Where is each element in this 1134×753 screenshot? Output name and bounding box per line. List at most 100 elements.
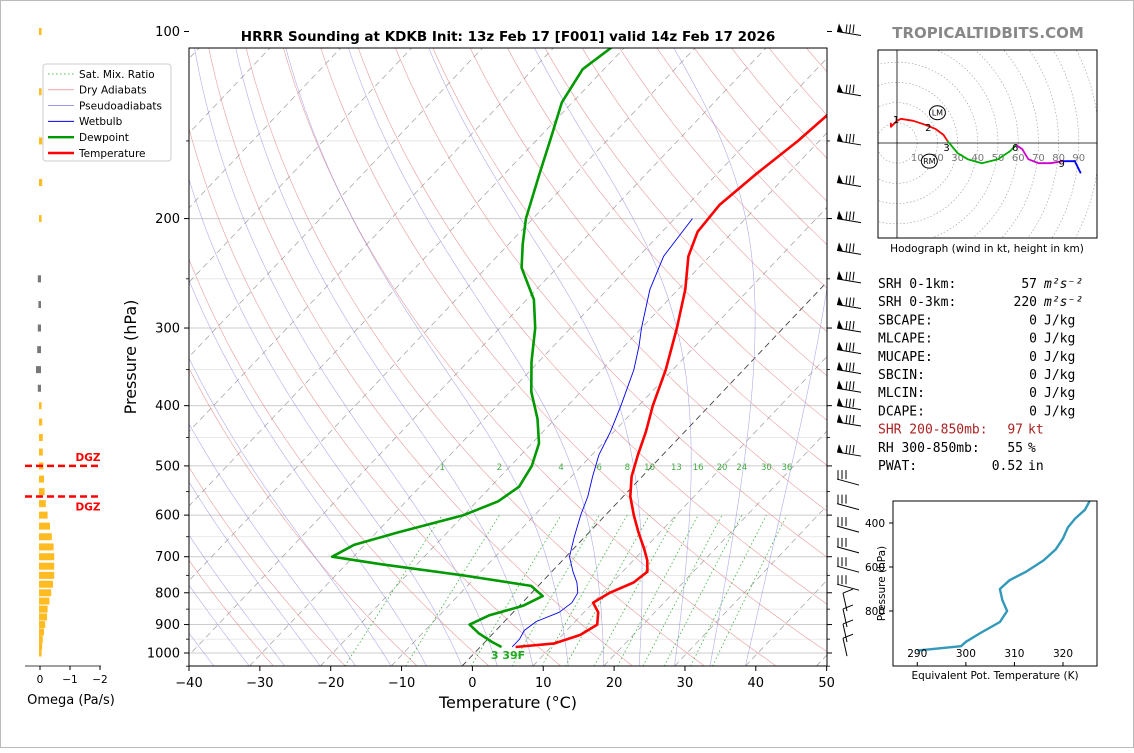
mixing-ratio-line xyxy=(643,515,722,666)
mixing-ratio-line xyxy=(594,515,676,666)
pseudoadiabat-line xyxy=(745,45,839,667)
index-label: MLCIN: xyxy=(878,386,925,401)
pseudoadiabat-line xyxy=(159,45,462,667)
x-tick-label: 30 xyxy=(677,676,694,691)
omega-bar xyxy=(39,533,52,540)
omega-x-tick-label: −1 xyxy=(62,674,77,686)
y-tick-label: 600 xyxy=(155,509,180,524)
index-unit: kt xyxy=(1028,423,1044,438)
hodograph-ring-label: 90 xyxy=(1072,153,1085,164)
index-unit: J/kg xyxy=(1044,350,1075,365)
omega-bar xyxy=(39,613,47,620)
omega-bar xyxy=(39,643,42,650)
dgz-label: DGZ xyxy=(76,452,101,464)
omega-bar xyxy=(39,28,42,35)
wind-barb-icon xyxy=(837,175,861,187)
pseudoadiabat-line xyxy=(427,45,642,667)
omega-bar xyxy=(37,346,41,353)
isotherm-line xyxy=(320,32,923,667)
legend-item-label: Temperature xyxy=(78,148,146,160)
wind-barb-icon xyxy=(843,620,853,642)
omega-bar xyxy=(39,512,48,519)
index-unit: J/kg xyxy=(1044,404,1075,419)
hodograph-caption: Hodograph (wind in kt, height in km) xyxy=(890,243,1084,255)
omega-bar xyxy=(39,500,46,507)
wind-barbs xyxy=(837,24,861,657)
wind-barb-icon xyxy=(837,470,859,485)
index-unit: m²s⁻² xyxy=(1043,295,1083,310)
index-value: 55 xyxy=(1007,441,1023,456)
omega-bar xyxy=(38,385,41,392)
y-tick-label: 800 xyxy=(155,586,180,601)
legend-item-label: Sat. Mix. Ratio xyxy=(79,69,155,81)
wind-barb-icon xyxy=(843,634,853,656)
index-value: 57 xyxy=(1021,277,1037,292)
x-tick-label: 50 xyxy=(818,676,835,691)
wind-barb-icon xyxy=(837,320,861,332)
index-label: PWAT: xyxy=(878,459,917,474)
mixing-ratio-line xyxy=(406,515,500,666)
omega-bar xyxy=(36,366,41,373)
x-tick-label: −40 xyxy=(175,676,202,691)
omega-bar xyxy=(39,553,54,560)
mixing-ratio-label: 24 xyxy=(736,463,747,473)
wind-barb-icon xyxy=(837,24,861,36)
wind-barb-icon xyxy=(843,589,853,611)
omega-bar xyxy=(39,449,43,456)
mixing-ratio-label: 6 xyxy=(597,463,602,473)
mixing-ratio-label: 10 xyxy=(644,463,655,473)
y-tick-label: 300 xyxy=(155,322,180,337)
x-tick-label: 0 xyxy=(468,676,476,691)
index-unit: J/kg xyxy=(1044,386,1075,401)
mixing-ratio-label: 30 xyxy=(761,463,772,473)
index-label: SHR 200-850mb: xyxy=(878,423,988,438)
omega-bar xyxy=(38,275,41,282)
omega-bar xyxy=(39,650,42,657)
x-tick-label: 20 xyxy=(606,676,623,691)
omega-bar xyxy=(39,589,51,596)
isotherm-line xyxy=(179,32,782,667)
y-tick-label: 500 xyxy=(155,459,180,474)
surface-temp-label: 3 39F xyxy=(491,649,525,662)
theta-y-axis-label: Pressure (hPa) xyxy=(876,546,888,621)
dry-adiabat-line xyxy=(279,32,777,667)
index-value: 0 xyxy=(1029,313,1037,328)
wind-barb-icon xyxy=(837,575,859,590)
temperature-line xyxy=(516,32,924,648)
index-label: SBCAPE: xyxy=(878,313,933,328)
omega-bar xyxy=(39,563,54,570)
omega-bar xyxy=(39,137,42,144)
wind-barb-icon xyxy=(837,557,859,572)
x-tick-label: −10 xyxy=(388,676,415,691)
omega-bar xyxy=(39,572,54,579)
hodograph-ring-label: 30 xyxy=(951,153,964,164)
hodograph-trace xyxy=(891,119,948,141)
omega-bar xyxy=(39,628,44,635)
legend-item-label: Dry Adiabats xyxy=(79,85,147,97)
x-tick-label: 40 xyxy=(748,676,765,691)
theta-x-axis-label: Equivalent Pot. Temperature (K) xyxy=(911,670,1078,682)
index-label: SRH 0-1km: xyxy=(878,277,956,292)
wind-barb-icon xyxy=(837,380,861,392)
wind-barb-icon xyxy=(837,342,861,354)
dewpoint-line xyxy=(332,32,633,648)
index-label: DCAPE: xyxy=(878,404,925,419)
mixing-ratio-label: 1 xyxy=(439,463,444,473)
index-unit: J/kg xyxy=(1044,313,1075,328)
wind-barb-icon xyxy=(837,211,861,223)
y-tick-label: 1000 xyxy=(147,647,180,662)
mixing-ratio-label: 36 xyxy=(781,463,792,473)
pseudoadiabat-line xyxy=(235,45,533,667)
index-value: 0 xyxy=(1029,386,1037,401)
y-tick-label: 700 xyxy=(155,550,180,565)
index-value: 97 xyxy=(1007,423,1023,438)
wind-barb-icon xyxy=(837,133,861,145)
theta-e-frame xyxy=(893,501,1097,666)
omega-bar xyxy=(39,636,43,643)
isotherm-line xyxy=(249,32,852,667)
